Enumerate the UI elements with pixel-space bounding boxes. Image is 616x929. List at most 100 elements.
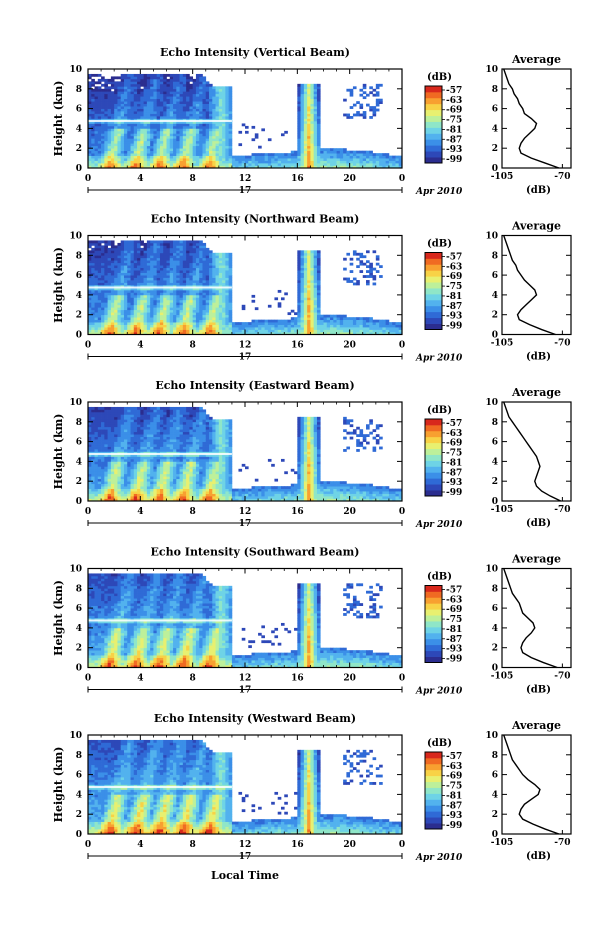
heatmap-cell — [88, 128, 92, 132]
heatmap-cell — [186, 302, 190, 306]
heatmap-cell — [173, 113, 177, 117]
heatmap-cell — [333, 317, 337, 321]
heatmap-cell — [280, 163, 285, 166]
heatmap-cell — [248, 322, 252, 325]
heatmap-cell — [104, 96, 108, 100]
heatmap-cell — [163, 165, 167, 169]
heatmap-cell — [127, 324, 131, 328]
heatmap-cell — [91, 429, 95, 433]
heatmap-cell — [156, 138, 161, 142]
heatmap-cell — [294, 322, 298, 325]
heatmap-cell — [153, 111, 158, 114]
heatmap-cell — [218, 116, 223, 119]
heatmap-cell — [153, 324, 158, 328]
heatmap-cell — [310, 108, 315, 112]
heatmap-cell — [176, 252, 180, 256]
heatmap-cell — [307, 140, 311, 144]
heatmap-cell — [215, 163, 220, 166]
heatmap-cell — [88, 250, 92, 254]
heatmap-cell — [349, 153, 354, 156]
heatmap-cell — [88, 255, 92, 259]
heatmap-cell — [189, 123, 194, 127]
heatmap-cell — [166, 265, 171, 269]
heatmap-cell — [173, 148, 177, 152]
heatmap-cell — [300, 138, 305, 142]
heatmap-cell — [316, 138, 321, 142]
heatmap-cell — [153, 138, 158, 142]
heatmap-cell — [199, 153, 203, 156]
heatmap-cell — [88, 138, 92, 142]
heatmap-cell — [166, 327, 171, 330]
heatmap-cell — [137, 329, 141, 333]
heatmap-cell — [228, 327, 233, 330]
heatmap-cell — [110, 153, 115, 156]
heatmap-cell — [222, 91, 226, 95]
heatmap-cell — [189, 91, 194, 95]
heatmap-cell — [225, 332, 229, 335]
heatmap-cell — [366, 155, 370, 159]
heatmap-cell — [212, 307, 216, 311]
heatmap-cell — [176, 240, 180, 244]
heatmap-cell — [209, 113, 213, 117]
heatmap-cell — [245, 322, 249, 325]
heatmap-cell — [316, 332, 321, 335]
heatmap-cell — [150, 267, 154, 271]
heatmap-cell — [277, 302, 282, 306]
heatmap-cell — [307, 88, 311, 92]
heatmap-cell — [297, 98, 301, 102]
heatmap-cell — [323, 155, 328, 159]
heatmap-cell — [104, 294, 108, 298]
heatmap-cell — [202, 252, 207, 256]
heatmap-cell — [166, 324, 171, 328]
heatmap-cell — [150, 257, 154, 261]
heatmap-cell — [212, 155, 216, 159]
heatmap-cell — [120, 158, 125, 161]
heatmap-cell — [133, 108, 138, 112]
heatmap-cell — [228, 135, 233, 139]
heatmap-cell — [195, 319, 200, 323]
heatmap-cell — [189, 304, 194, 308]
heatmap-cell — [150, 329, 154, 333]
heatmap-cell — [225, 282, 229, 286]
heatmap-cell — [326, 150, 331, 154]
heatmap-cell — [179, 242, 184, 246]
average-profile-line — [503, 68, 560, 169]
heatmap-cell — [137, 96, 141, 100]
heatmap-cell — [303, 98, 308, 102]
heatmap-cell — [127, 125, 131, 129]
heatmap-cell — [88, 468, 92, 472]
heatmap-cell — [176, 103, 180, 107]
heatmap-cell — [88, 155, 92, 159]
heatmap-cell — [110, 135, 115, 139]
heatmap-cell — [114, 155, 118, 159]
heatmap-cell — [186, 250, 190, 254]
heatmap-cell — [110, 319, 115, 323]
heatmap-cell — [385, 155, 390, 159]
heatmap-cell — [297, 322, 301, 325]
heatmap-cell — [150, 148, 154, 152]
heatmap-cell — [346, 163, 351, 166]
heatmap-cell — [107, 88, 112, 92]
heatmap-cell — [330, 148, 334, 152]
heatmap-cell — [228, 106, 233, 109]
heatmap-cell — [215, 272, 220, 276]
heatmap-cell — [88, 289, 92, 293]
heatmap-cell — [307, 130, 311, 134]
heatmap-cell — [156, 158, 161, 161]
heatmap-cell — [300, 165, 305, 169]
heatmap-cell — [313, 138, 318, 142]
heatmap-cell — [156, 255, 161, 259]
heatmap-cell — [123, 133, 128, 137]
heatmap-cell — [123, 116, 128, 119]
heatmap-cell — [117, 83, 122, 87]
heatmap-cell — [140, 103, 144, 107]
heatmap-cell — [176, 329, 180, 333]
heatmap-cell — [156, 317, 161, 321]
heatmap-cell — [97, 133, 102, 137]
heatmap-cell — [150, 98, 154, 102]
heatmap-cell — [140, 270, 144, 273]
heatmap-cell — [316, 148, 321, 152]
heatmap-cell — [241, 324, 246, 328]
heatmap-cell — [110, 458, 115, 462]
heatmap-cell — [199, 280, 203, 283]
